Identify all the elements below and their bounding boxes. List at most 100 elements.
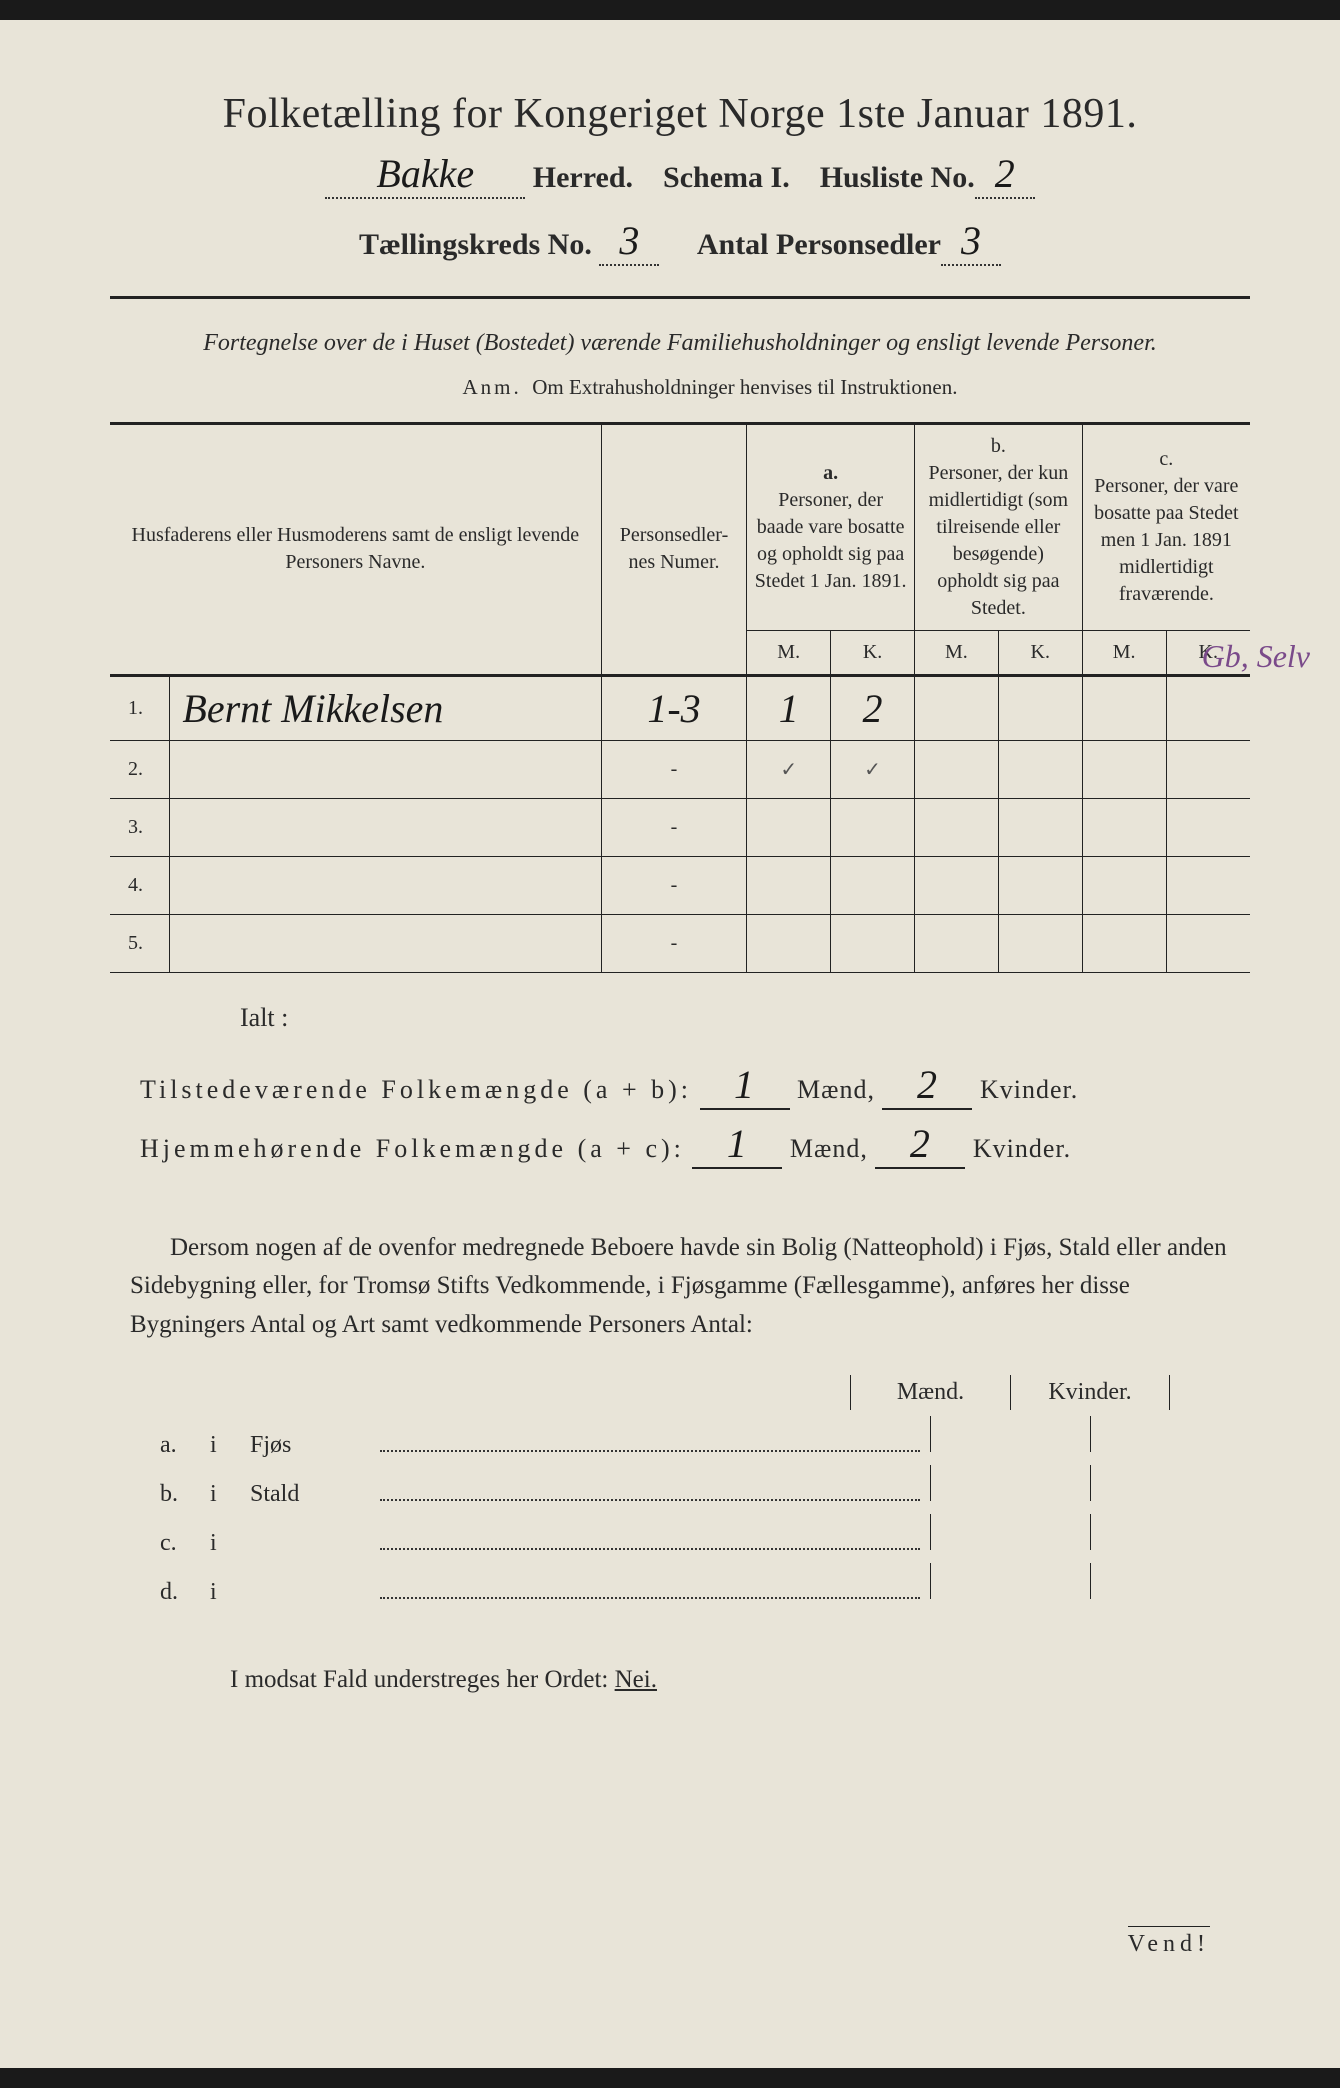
row-bm [914,914,998,972]
abcd-label: d. [160,1579,210,1606]
fortegnelse-text: Fortegnelse over de i Huset (Bostedet) v… [110,327,1250,361]
tilstede-m: 1 [700,1061,790,1110]
row-cm [1082,675,1166,740]
row-ak: ✓ [831,740,915,798]
row-ak [831,856,915,914]
row-pnum: - [601,740,747,798]
row-am: 1 [747,675,831,740]
row-bm [914,856,998,914]
row-num: 1. [110,675,170,740]
dotted-line [380,1575,920,1599]
divider [110,296,1250,299]
row-num: 2. [110,740,170,798]
row-am: ✓ [747,740,831,798]
kvinder-label: Kvinder. [980,1075,1078,1104]
abcd-label: c. [160,1530,210,1557]
row-am [747,914,831,972]
schema-label: Schema I. [663,161,790,194]
ialt-label: Ialt : [240,1003,1250,1033]
row-bm [914,740,998,798]
m-col [930,1416,1090,1452]
tilstede-k: 2 [882,1061,972,1110]
page-title: Folketælling for Kongeriget Norge 1ste J… [110,90,1250,138]
row-bm [914,675,998,740]
kreds-field: 3 [599,217,659,266]
abcd-type: Stald [250,1481,380,1508]
maend-label: Mænd, [790,1134,868,1163]
row-ak: 2 [831,675,915,740]
mk-header-cm: M. [1082,630,1166,675]
nei-pre: I modsat Fald understreges her Ordet: [230,1666,615,1693]
row-name [170,914,601,972]
row-ak [831,914,915,972]
nei-word: Nei. [615,1666,657,1693]
row-am [747,856,831,914]
personsedler-field: 3 [941,217,1001,266]
tilstede-label: Tilstedeværende Folkemængde (a + b): [140,1075,692,1104]
hjemme-label: Hjemmehørende Folkemængde (a + c): [140,1134,685,1163]
row-pnum: - [601,798,747,856]
abcd-row-c: c. i [160,1514,1250,1557]
row-ak [831,798,915,856]
row-ck [1166,914,1250,972]
k-col [1090,1416,1250,1452]
kvinder-col: Kvinder. [1010,1375,1170,1410]
col-a-header: a.Personer, der baade vare bosatte og op… [747,423,915,630]
hjemme-row: Hjemmehørende Folkemængde (a + c): 1 Mæn… [140,1120,1250,1169]
m-col [930,1563,1090,1599]
row-am [747,798,831,856]
dotted-line [380,1477,920,1501]
row-cm [1082,856,1166,914]
nei-line: I modsat Fald understreges her Ordet: Ne… [230,1666,1250,1694]
husliste-value: 2 [995,150,1015,197]
dotted-line [380,1428,920,1452]
abcd-label: b. [160,1481,210,1508]
row-ck [1166,798,1250,856]
abcd-i: i [210,1530,250,1557]
mk-header-am: M. [747,630,831,675]
anm-line: Anm. Om Extrahusholdninger henvises til … [170,375,1250,400]
vend-label: Vend! [1128,1926,1210,1958]
herred-label: Herred. [533,161,633,194]
abcd-type: Fjøs [250,1432,380,1459]
header-line-2: Bakke Herred. Schema I. Husliste No.2 [110,150,1250,199]
abcd-i: i [210,1432,250,1459]
dersom-paragraph: Dersom nogen af de ovenfor medregnede Be… [130,1229,1230,1345]
anm-label: Anm. [463,375,522,399]
row-pnum: - [601,914,747,972]
kvinder-label: Kvinder. [973,1134,1071,1163]
row-cm [1082,798,1166,856]
mk-header-ak: K. [831,630,915,675]
row-name [170,856,601,914]
mk-header-bm: M. [914,630,998,675]
census-form-page: Folketælling for Kongeriget Norge 1ste J… [0,20,1340,2068]
m-col [930,1465,1090,1501]
col-pnum-header: Personsedler-nes Numer. [601,423,747,675]
row-ck [1166,856,1250,914]
personsedler-label: Antal Personsedler [697,228,941,261]
abcd-row-a: a. i Fjøs [160,1416,1250,1459]
row-name [170,798,601,856]
maend-label: Mænd, [797,1075,875,1104]
header-line-3: Tællingskreds No. 3 Antal Personsedler 3 [110,217,1250,266]
tilstede-row: Tilstedeværende Folkemængde (a + b): 1 M… [140,1061,1250,1110]
row-num: 4. [110,856,170,914]
row-bk [998,914,1082,972]
m-col [930,1514,1090,1550]
abcd-row-d: d. i [160,1563,1250,1606]
hjemme-m: 1 [692,1120,782,1169]
personsedler-value: 3 [961,217,981,264]
row-cm [1082,740,1166,798]
kreds-value: 3 [619,217,639,264]
kreds-label: Tællingskreds No. [359,228,592,261]
row-bk [998,740,1082,798]
k-col [1090,1514,1250,1550]
hjemme-k: 2 [875,1120,965,1169]
col-names-header: Husfaderens eller Husmoderens samt de en… [110,423,601,675]
row-cm [1082,914,1166,972]
row-pnum: 1-3 [601,675,747,740]
k-col [1090,1563,1250,1599]
row-ck [1166,675,1250,740]
maend-col: Mænd. [850,1375,1010,1410]
col-b-header: b.Personer, der kun midlertidigt (som ti… [914,423,1082,630]
